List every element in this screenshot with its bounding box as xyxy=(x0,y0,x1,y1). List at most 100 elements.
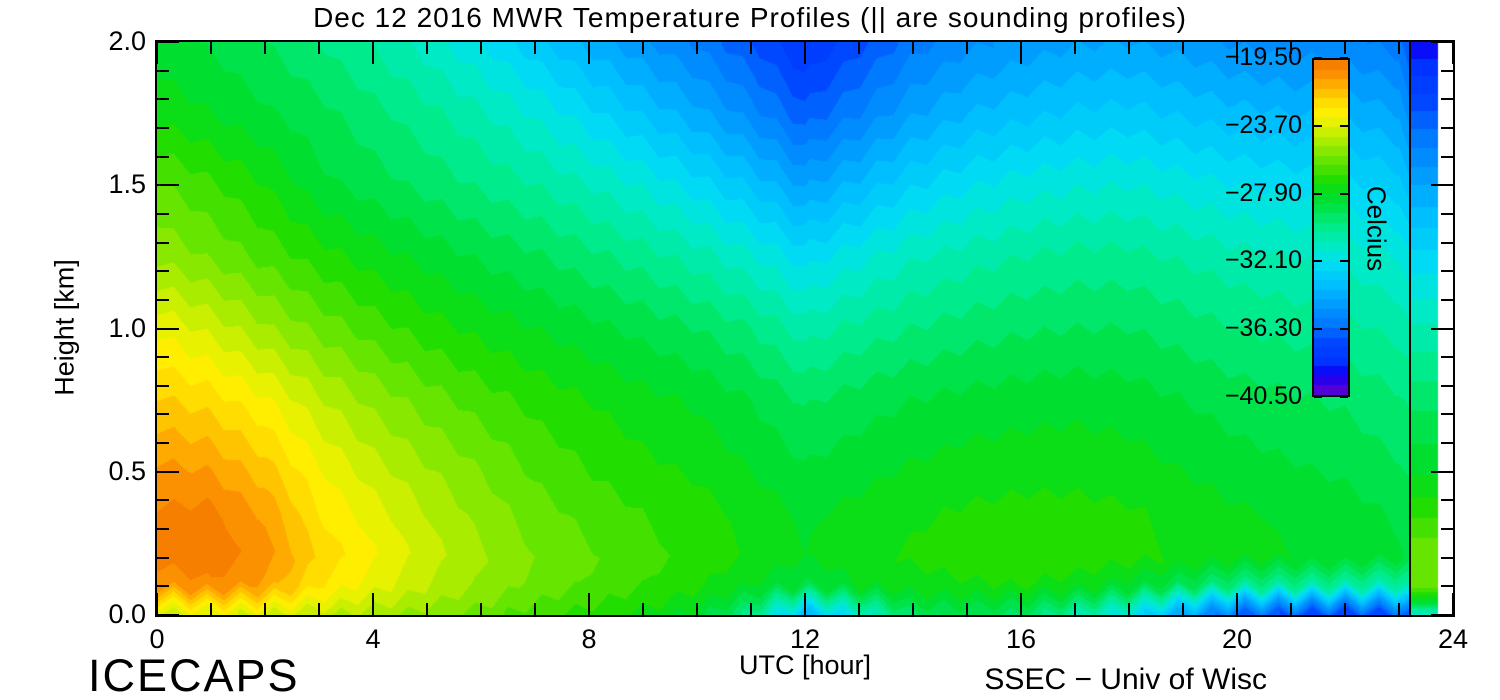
colorbar-canvas xyxy=(1314,60,1348,395)
y-minor-tick xyxy=(1441,528,1453,530)
y-minor-tick xyxy=(157,585,169,587)
colorbar-tick xyxy=(1340,125,1348,127)
x-major-tick xyxy=(804,42,806,64)
y-minor-tick xyxy=(157,557,169,559)
x-major-tick xyxy=(804,593,806,615)
x-minor-tick xyxy=(210,603,212,615)
y-minor-tick xyxy=(157,242,169,244)
y-minor-tick xyxy=(157,127,169,129)
y-minor-tick xyxy=(1441,213,1453,215)
y-major-tick xyxy=(1431,328,1453,330)
y-minor-tick xyxy=(157,270,169,272)
y-minor-tick xyxy=(1441,156,1453,158)
y-minor-tick xyxy=(1441,585,1453,587)
x-minor-tick xyxy=(480,42,482,54)
y-tick-label: 2.0 xyxy=(108,26,146,56)
y-major-tick xyxy=(157,184,179,186)
y-major-tick xyxy=(1431,471,1453,473)
y-tick-label: 0.5 xyxy=(108,455,146,486)
x-minor-tick xyxy=(534,42,536,54)
x-tick-label: 0 xyxy=(149,624,165,654)
x-minor-tick xyxy=(1344,603,1346,615)
x-minor-tick xyxy=(858,42,860,54)
x-minor-tick xyxy=(534,603,536,615)
y-minor-tick xyxy=(1441,299,1453,301)
y-minor-tick xyxy=(1441,557,1453,559)
y-major-tick xyxy=(157,41,179,43)
y-minor-tick xyxy=(1441,270,1453,272)
y-minor-tick xyxy=(157,98,169,100)
x-minor-tick xyxy=(210,42,212,54)
y-tick-label: 0.0 xyxy=(108,599,146,629)
colorbar-tick-label: −27.90 xyxy=(1224,178,1302,207)
colorbar-tick xyxy=(1340,328,1348,330)
project-label: ICECAPS xyxy=(88,650,300,700)
y-minor-tick xyxy=(1441,442,1453,444)
y-minor-tick xyxy=(1441,385,1453,387)
credit-label: SSEC − Univ of Wisc xyxy=(984,663,1267,696)
y-minor-tick xyxy=(157,213,169,215)
x-minor-tick xyxy=(1182,603,1184,615)
colorbar-tick xyxy=(1340,193,1348,195)
colorbar-tick xyxy=(1340,57,1348,59)
x-major-tick xyxy=(1236,42,1238,64)
y-major-tick xyxy=(157,471,179,473)
x-minor-tick xyxy=(1290,603,1292,615)
x-minor-tick xyxy=(1074,42,1076,54)
colorbar-tick xyxy=(1314,260,1322,262)
y-minor-tick xyxy=(1441,98,1453,100)
x-tick-label: 8 xyxy=(581,624,597,654)
x-minor-tick xyxy=(264,42,266,54)
heatmap-canvas xyxy=(157,42,1453,615)
colorbar-tick-label: −36.30 xyxy=(1224,314,1302,343)
y-minor-tick xyxy=(157,385,169,387)
x-major-tick xyxy=(1452,593,1454,615)
y-major-tick xyxy=(157,614,179,616)
x-minor-tick xyxy=(912,603,914,615)
y-minor-tick xyxy=(1441,499,1453,501)
x-minor-tick xyxy=(264,603,266,615)
x-major-tick xyxy=(1452,42,1454,64)
plot-area xyxy=(155,40,1455,617)
x-minor-tick xyxy=(1074,603,1076,615)
x-minor-tick xyxy=(426,603,428,615)
colorbar-tick-label: −40.50 xyxy=(1224,382,1302,410)
x-major-tick xyxy=(1236,593,1238,615)
colorbar-tick xyxy=(1314,396,1322,398)
colorbar-tick xyxy=(1314,193,1322,195)
x-tick-label: 4 xyxy=(365,624,381,654)
colorbar-tick-label: −32.10 xyxy=(1224,246,1302,275)
y-minor-tick xyxy=(157,413,169,415)
colorbar-tick xyxy=(1314,57,1322,59)
x-axis-label: UTC [hour] xyxy=(738,650,872,680)
x-tick-label: 20 xyxy=(1221,624,1253,654)
x-tick-label: 16 xyxy=(1005,624,1037,654)
colorbar-tick xyxy=(1340,260,1348,262)
x-minor-tick xyxy=(966,42,968,54)
x-minor-tick xyxy=(318,603,320,615)
x-major-tick xyxy=(372,593,374,615)
x-minor-tick xyxy=(1344,42,1346,54)
x-major-tick xyxy=(1020,593,1022,615)
x-minor-tick xyxy=(642,603,644,615)
y-minor-tick xyxy=(157,528,169,530)
x-minor-tick xyxy=(1128,42,1130,54)
y-minor-tick xyxy=(1441,242,1453,244)
x-minor-tick xyxy=(750,603,752,615)
x-minor-tick xyxy=(480,603,482,615)
y-major-tick xyxy=(157,328,179,330)
y-minor-tick xyxy=(157,156,169,158)
y-minor-tick xyxy=(1441,356,1453,358)
x-minor-tick xyxy=(696,42,698,54)
x-minor-tick xyxy=(1398,42,1400,54)
colorbar-tick xyxy=(1314,125,1322,127)
colorbar-tick xyxy=(1314,328,1322,330)
y-minor-tick xyxy=(157,70,169,72)
x-minor-tick xyxy=(426,42,428,54)
x-minor-tick xyxy=(1398,603,1400,615)
x-minor-tick xyxy=(318,42,320,54)
x-minor-tick xyxy=(966,603,968,615)
y-minor-tick xyxy=(157,299,169,301)
x-major-tick xyxy=(1020,42,1022,64)
